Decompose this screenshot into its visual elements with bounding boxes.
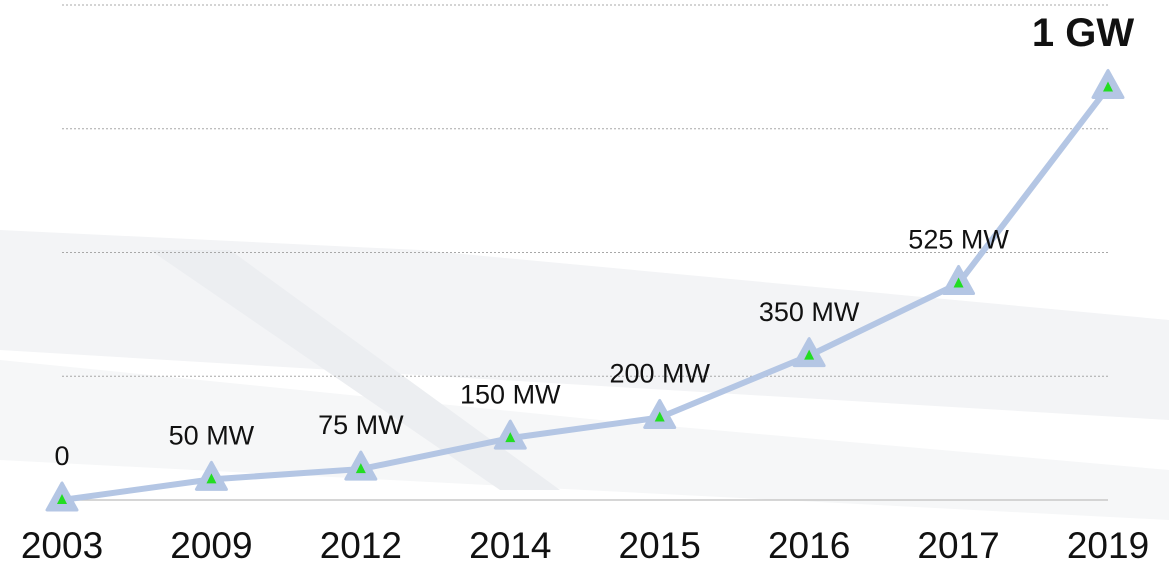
x-tick-label: 2012 xyxy=(320,525,402,566)
data-label: 75 MW xyxy=(318,410,404,440)
x-tick-label: 2014 xyxy=(469,525,551,566)
x-tick-label: 2016 xyxy=(768,525,850,566)
data-label: 1 GW xyxy=(1032,11,1134,55)
marker-inner xyxy=(505,432,516,443)
data-label: 200 MW xyxy=(609,359,710,389)
marker-inner xyxy=(1103,81,1113,92)
x-tick-label: 2003 xyxy=(21,525,103,566)
panel-shape xyxy=(0,360,1169,520)
marker-inner xyxy=(953,277,964,288)
data-label: 525 MW xyxy=(908,225,1009,255)
x-tick-label: 2015 xyxy=(619,525,701,566)
panel-shape xyxy=(0,230,1169,420)
marker-inner xyxy=(654,411,665,422)
x-tick-label: 2009 xyxy=(170,525,252,566)
marker-inner xyxy=(57,494,67,504)
data-label: 350 MW xyxy=(759,297,860,327)
data-label: 50 MW xyxy=(169,421,255,451)
background-panels xyxy=(0,230,1169,520)
x-tick-label: 2019 xyxy=(1067,525,1149,566)
data-label: 0 xyxy=(54,441,69,471)
marker-inner xyxy=(804,349,815,360)
marker-inner xyxy=(206,473,217,484)
data-label: 150 MW xyxy=(460,379,561,409)
x-tick-label: 2017 xyxy=(917,525,999,566)
marker-inner xyxy=(355,463,366,474)
line xyxy=(61,85,1111,503)
panel-shape xyxy=(150,250,560,490)
